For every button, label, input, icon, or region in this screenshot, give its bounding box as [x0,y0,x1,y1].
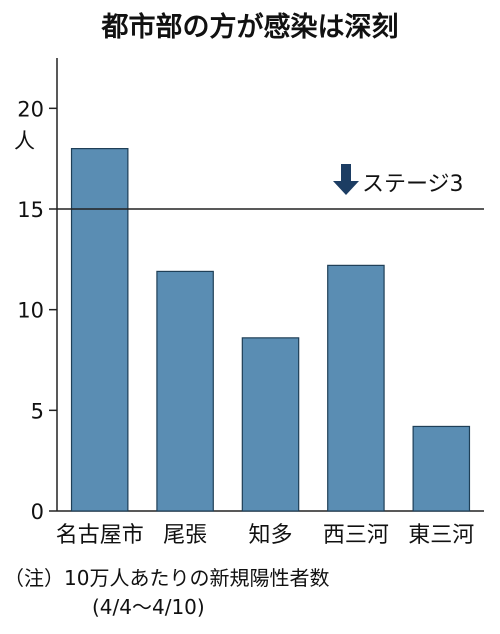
y-tick-label: 15 [17,198,44,222]
category-label: 知多 [248,523,292,548]
footnote-line1: （注）10万人あたりの新規陽性者数 [4,566,329,590]
y-tick-labels: 0 5 10 15 20 [17,97,57,524]
bars [70,148,471,512]
y-tick-label: 10 [17,299,44,323]
down-arrow-icon [333,164,359,195]
bar [412,425,471,512]
bar [327,264,385,512]
reference-line-group: ステージ3 [57,164,484,210]
chart-title: 都市部の方が感染は深刻 [101,11,399,43]
y-axis-unit: 人 [14,129,35,153]
category-labels: 名古屋市 尾張 知多 西三河 東三河 [56,523,475,548]
y-tick-label: 20 [17,97,44,121]
y-tick-label: 5 [31,399,44,423]
footnote-line2: (4/4〜4/10) [92,595,205,619]
category-label: 東三河 [408,523,474,548]
category-label: 名古屋市 [56,523,144,548]
bar [156,270,214,512]
y-tick-label: 0 [31,500,44,524]
bar [70,148,129,512]
reference-line-label: ステージ3 [362,172,464,197]
category-label: 西三河 [323,523,389,548]
category-label: 尾張 [163,523,207,548]
bar [241,337,300,512]
